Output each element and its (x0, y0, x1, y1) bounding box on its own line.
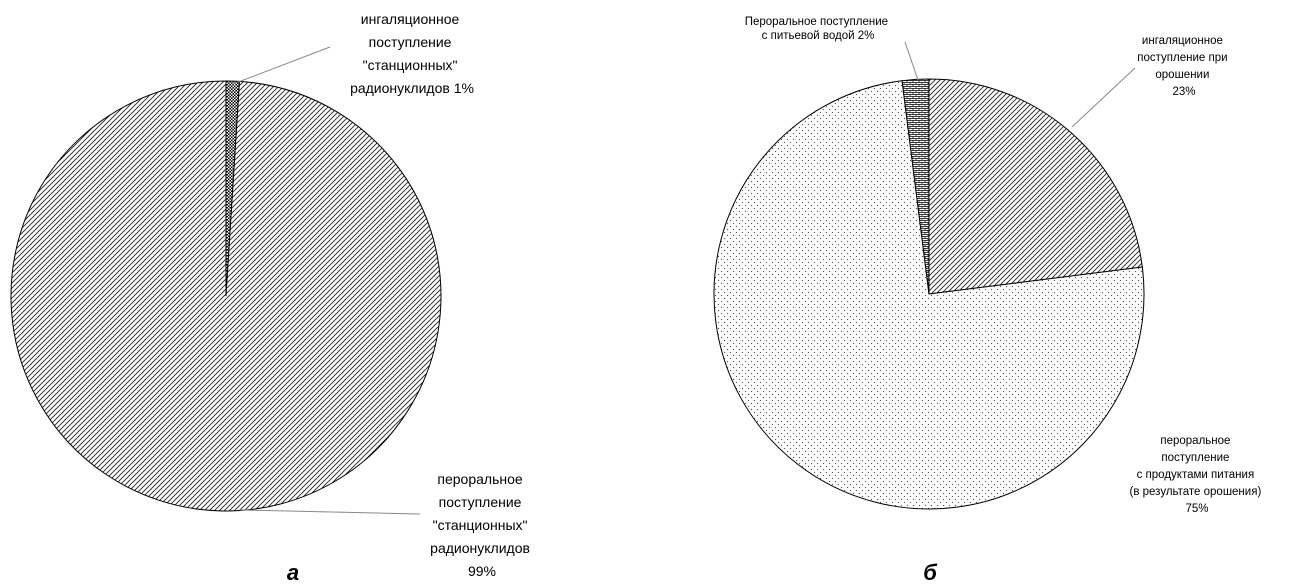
label-line: 99% (468, 563, 496, 579)
label-line: орошении (1155, 69, 1209, 81)
slice-label-inhalation-station: ингаляционное поступление "станционных" … (350, 11, 474, 96)
label-line: с продуктами питания (1137, 469, 1255, 481)
pie-slice-0 (928, 78, 1143, 295)
label-line: пероральное (1160, 435, 1230, 447)
label-line: ингаляционное (361, 11, 460, 27)
pie-slice-1 (713, 80, 1145, 510)
leader-line-inhalation-station (232, 46, 331, 85)
label-line: поступление (439, 494, 522, 510)
label-line: с питьевой водой 2% (762, 30, 875, 42)
leader-line-drinking-water (904, 41, 919, 81)
label-line: (в результате орошения) (1130, 486, 1262, 498)
slice-label-drinking-water: Пероральное поступление с питьевой водой… (745, 16, 892, 42)
label-line: пероральное (437, 471, 522, 487)
pie-chart-b: Пероральное поступление с питьевой водой… (713, 16, 1265, 584)
label-line: ингаляционное (1142, 35, 1223, 47)
leader-line-inhalation-irrigation (1071, 67, 1136, 128)
label-line: 75% (1185, 503, 1208, 515)
pie-chart-a: ингаляционное поступление "станционных" … (10, 11, 534, 584)
panel-label-a: а (287, 560, 299, 584)
pie-a-slices (10, 80, 442, 512)
panel-label-b: б (923, 560, 938, 584)
slice-label-inhalation-irrigation: ингаляционное поступление при орошении 2… (1137, 35, 1230, 98)
pie-slice-2 (901, 78, 930, 295)
label-line: 23% (1172, 86, 1195, 98)
label-line: Пероральное поступление (745, 16, 888, 28)
pie-slice-1 (10, 80, 442, 512)
label-line: радионуклидов (430, 540, 530, 556)
label-line: поступление (369, 34, 452, 50)
slice-label-oral-station: пероральное поступление "станционных" ра… (430, 471, 534, 579)
label-line: радионуклидов 1% (350, 80, 474, 96)
leader-line-oral-station (239, 509, 421, 515)
pie-b-slices (713, 78, 1145, 510)
label-line: поступление при (1137, 52, 1227, 64)
slice-label-oral-food: пероральное поступление с продуктами пит… (1130, 435, 1265, 515)
label-line: "станционных" (363, 57, 458, 73)
label-line: поступление (1161, 452, 1229, 464)
label-line: "станционных" (433, 517, 528, 533)
